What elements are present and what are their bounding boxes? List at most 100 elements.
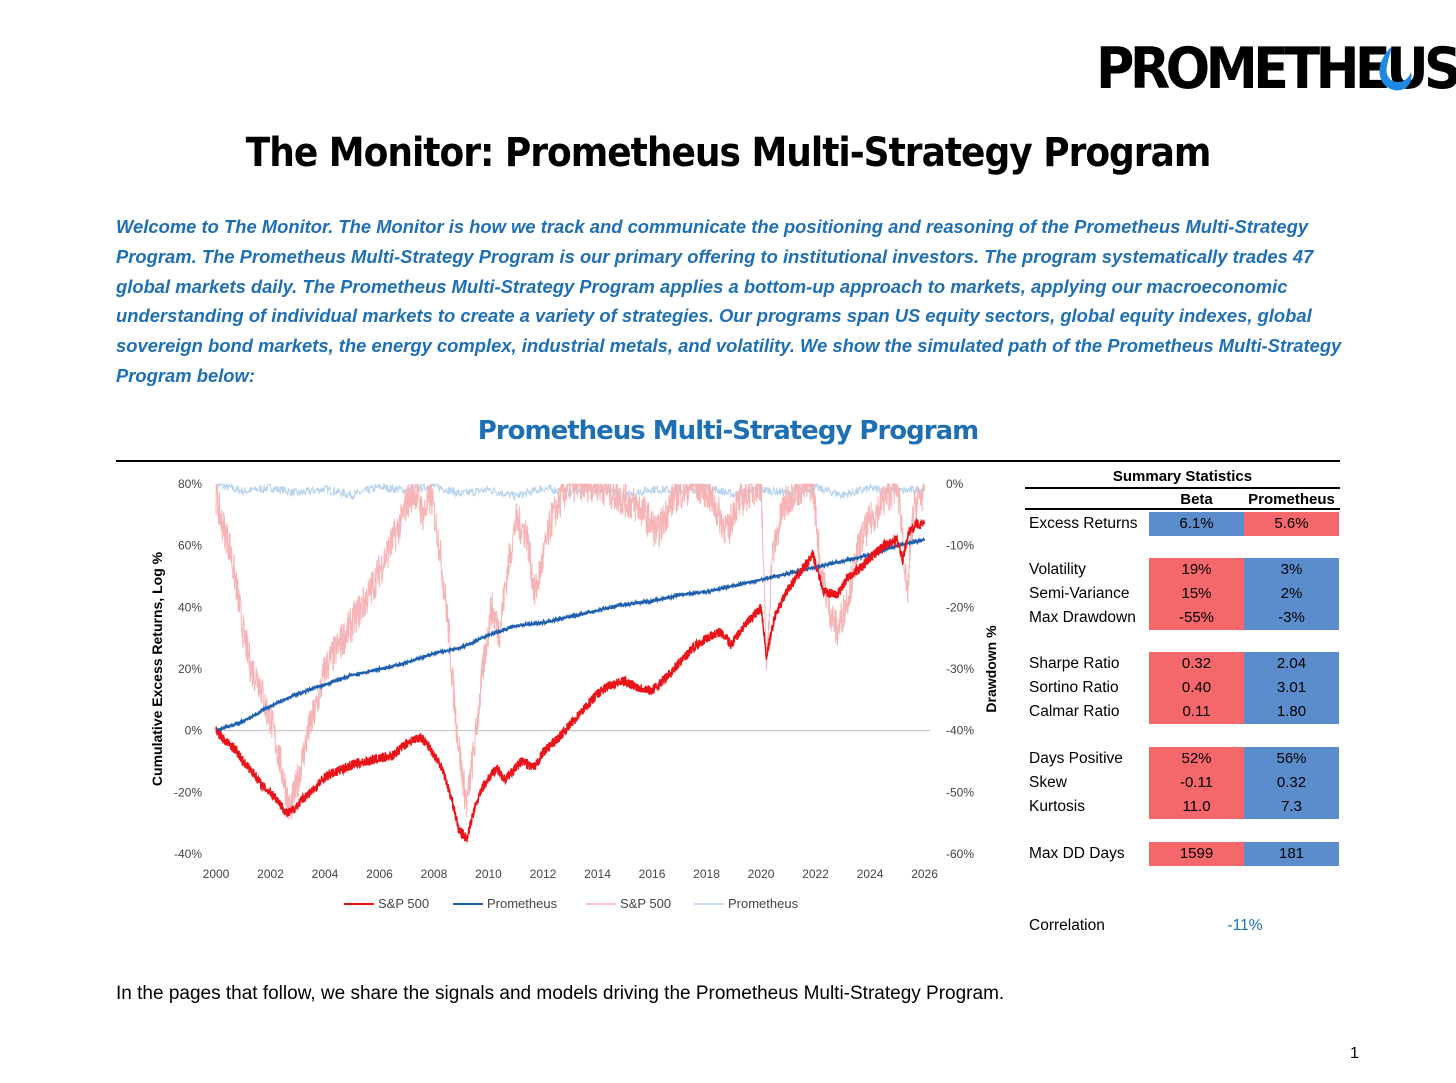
intro-line: global markets daily. The Prometheus Mul…	[116, 275, 1288, 297]
page-title: The Monitor: Prometheus Multi-Strategy P…	[245, 130, 1212, 176]
y2-tick-label: -30%	[946, 662, 974, 676]
legend-label: Prometheus	[728, 896, 799, 911]
page-number: 1	[1350, 1045, 1359, 1062]
y2-tick-label: -50%	[946, 785, 974, 799]
correlation-row: Correlation -11%	[1025, 914, 1340, 938]
stats-row-label: Sortino Ratio	[1029, 679, 1119, 696]
stats-beta-value: -0.11	[1149, 771, 1244, 795]
stats-row-label: Kurtosis	[1029, 798, 1085, 815]
stats-row: Volatility 19% 3%	[1025, 558, 1340, 582]
stats-col-prometheus: Prometheus	[1248, 491, 1335, 508]
stats-beta-value: 1599	[1149, 842, 1244, 866]
stats-rule	[1025, 487, 1340, 489]
stats-prometheus-value: 56%	[1244, 747, 1339, 771]
stats-prometheus-value: 1.80	[1244, 700, 1339, 724]
intro-line: Program below:	[116, 364, 255, 386]
series-sp500-drawdown	[215, 483, 925, 820]
stats-beta-value: 0.32	[1149, 652, 1244, 676]
x-tick-label: 2004	[312, 867, 339, 881]
flame-icon	[1379, 46, 1412, 91]
stats-row: Kurtosis 11.0 7.3	[1025, 795, 1340, 819]
intro-line: Welcome to The Monitor. The Monitor is h…	[116, 216, 1309, 237]
x-tick-label: 2024	[857, 867, 884, 881]
stats-prometheus-value: 7.3	[1244, 795, 1339, 819]
y-tick-label: 40%	[178, 600, 202, 614]
y-tick-label: 80%	[178, 477, 202, 491]
x-tick-label: 2012	[530, 867, 557, 881]
stats-row: Sortino Ratio 0.40 3.01	[1025, 676, 1340, 700]
stats-prometheus-value: 181	[1244, 842, 1339, 866]
stats-row: Max Drawdown -55% -3%	[1025, 606, 1340, 630]
intro-line: sovereign bond markets, the energy compl…	[116, 335, 1342, 357]
stats-prometheus-value: 2%	[1244, 582, 1339, 606]
stats-row: Sharpe Ratio 0.32 2.04	[1025, 652, 1340, 676]
stats-beta-value: 6.1%	[1149, 512, 1244, 536]
prometheus-logo: PROMETHEUS	[1096, 34, 1456, 104]
x-tick-label: 2002	[257, 867, 284, 881]
stats-row: Max DD Days 1599 181	[1025, 842, 1340, 866]
y-tick-label: -20%	[174, 785, 202, 799]
stats-beta-value: 11.0	[1149, 795, 1244, 819]
stats-header-rule	[1025, 508, 1340, 510]
stats-row: Excess Returns 6.1% 5.6%	[1025, 512, 1340, 536]
x-tick-label: 2016	[639, 867, 666, 881]
x-tick-label: 2008	[421, 867, 448, 881]
stats-row-label: Semi-Variance	[1029, 585, 1130, 602]
x-tick-label: 2022	[802, 867, 829, 881]
stats-beta-value: 0.40	[1149, 676, 1244, 700]
y2-tick-label: 0%	[946, 477, 964, 491]
stats-prometheus-value: 0.32	[1244, 771, 1339, 795]
stats-beta-value: 52%	[1149, 747, 1244, 771]
stats-beta-value: 0.11	[1149, 700, 1244, 724]
legend-label: S&P 500	[378, 896, 429, 911]
x-tick-label: 2020	[748, 867, 775, 881]
stats-row: Skew -0.11 0.32	[1025, 771, 1340, 795]
intro-line: Program. The Prometheus Multi-Strategy P…	[116, 245, 1314, 267]
y-tick-label: 60%	[178, 539, 202, 553]
performance-chart: 80% 60% 40% 20% 0% -20% -40% 0% -10% -20% -30% -40%…	[149, 477, 999, 911]
stats-beta-value: 19%	[1149, 558, 1244, 582]
stats-row: Calmar Ratio 0.11 1.80	[1025, 700, 1340, 724]
stats-row: Days Positive 52% 56%	[1025, 747, 1340, 771]
stats-row: Semi-Variance 15% 2%	[1025, 582, 1340, 606]
y-axis-title: Cumulative Excess Returns, Log %	[149, 551, 165, 786]
stats-prometheus-value: 3%	[1244, 558, 1339, 582]
x-tick-label: 2010	[475, 867, 502, 881]
footer-text: In the pages that follow, we share the s…	[116, 983, 1005, 1004]
y-tick-label: 0%	[185, 724, 203, 738]
series-sp500-cumulative	[215, 518, 926, 843]
y2-tick-label: -40%	[946, 724, 974, 738]
stats-row-label: Volatility	[1029, 561, 1086, 578]
y-tick-label: 20%	[178, 662, 202, 676]
stats-prometheus-value: 5.6%	[1244, 512, 1339, 536]
chart-title: Prometheus Multi-Strategy Program	[477, 416, 980, 446]
y2-tick-label: -20%	[946, 600, 974, 614]
stats-beta-value: -55%	[1149, 606, 1244, 630]
chart-top-rule	[116, 460, 1340, 462]
x-tick-label: 2000	[203, 867, 230, 881]
stats-row-label: Skew	[1029, 774, 1067, 791]
x-tick-label: 2026	[911, 867, 938, 881]
stats-row-label: Max Drawdown	[1029, 609, 1136, 626]
stats-col-beta: Beta	[1180, 491, 1213, 508]
intro-paragraph: Welcome to The Monitor. The Monitor is h…	[116, 212, 1366, 391]
y-tick-label: -40%	[174, 847, 202, 861]
legend-label: Prometheus	[487, 896, 558, 911]
correlation-value: -11%	[1227, 917, 1263, 934]
stats-prometheus-value: 2.04	[1244, 652, 1339, 676]
x-tick-label: 2018	[693, 867, 720, 881]
x-tick-label: 2014	[584, 867, 611, 881]
stats-title: Summary Statistics	[1112, 468, 1253, 485]
y2-tick-label: -60%	[946, 847, 974, 861]
stats-row-label: Sharpe Ratio	[1029, 655, 1120, 672]
stats-prometheus-value: 3.01	[1244, 676, 1339, 700]
stats-prometheus-value: -3%	[1244, 606, 1339, 630]
stats-row-label: Max DD Days	[1029, 845, 1125, 862]
legend-label: S&P 500	[620, 896, 671, 911]
stats-beta-value: 15%	[1149, 582, 1244, 606]
x-tick-label: 2006	[366, 867, 393, 881]
stats-row-label: Days Positive	[1029, 750, 1123, 767]
stats-row-label: Excess Returns	[1029, 515, 1138, 532]
y2-tick-label: -10%	[946, 539, 974, 553]
intro-line: understanding of individual markets to c…	[116, 305, 1312, 327]
